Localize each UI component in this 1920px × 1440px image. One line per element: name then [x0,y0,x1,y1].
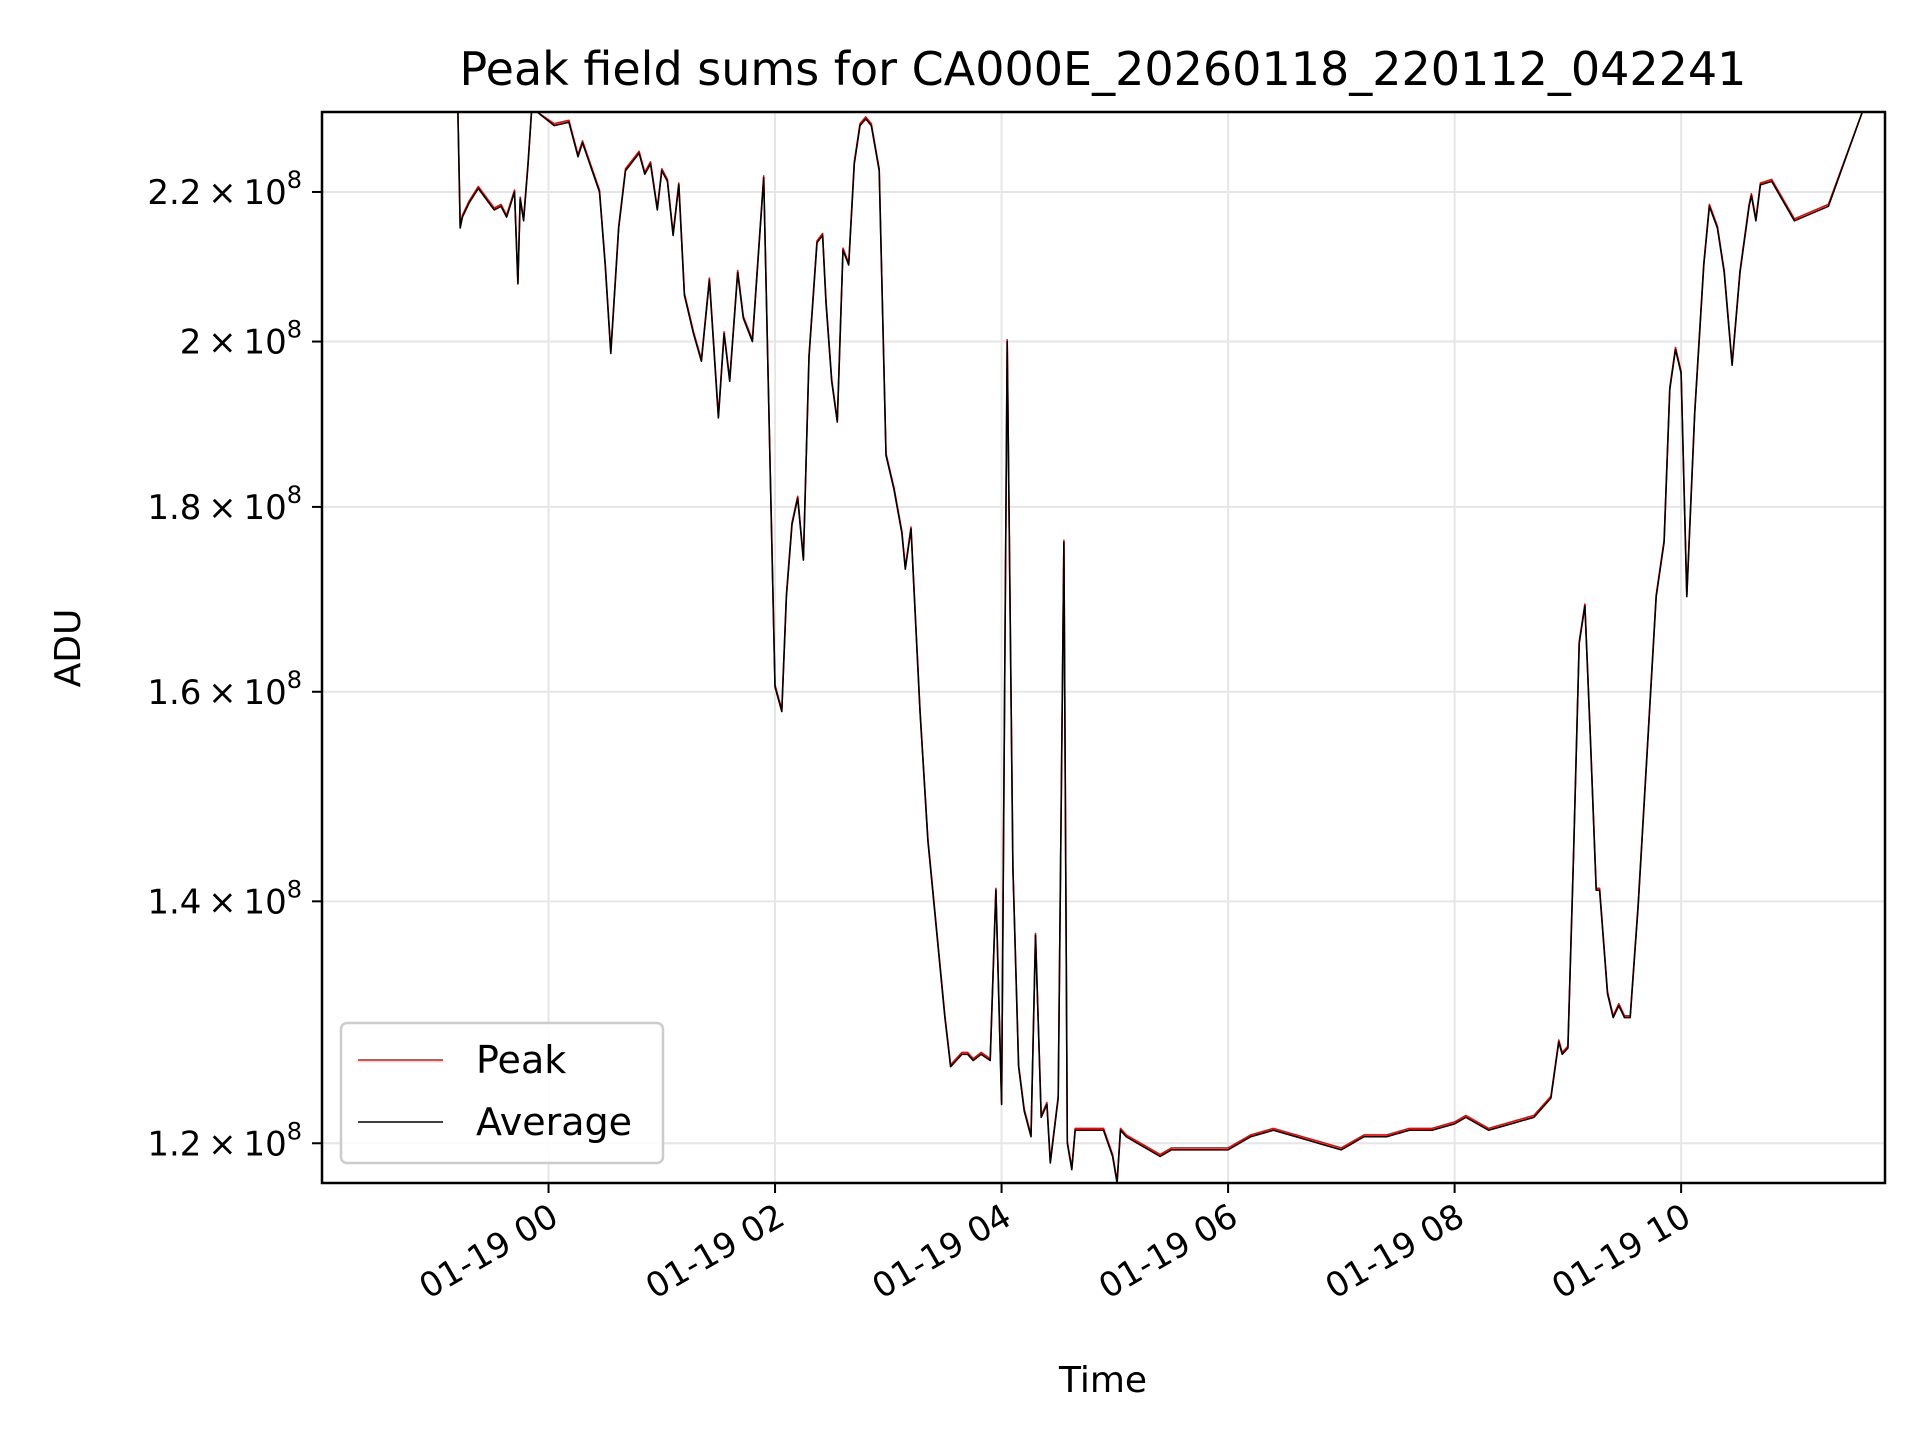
y-tick-label: 2.2 × 108 [147,166,302,213]
legend-label-peak: Peak [476,1038,566,1082]
y-tick-label: 1.6 × 108 [147,666,302,713]
legend: Peak Average [339,1021,665,1165]
legend-box [339,1021,665,1165]
y-tick-mantissa: 1.4 × 10 [147,882,286,922]
y-tick-mantissa: 2.2 × 10 [147,173,286,213]
x-axis-label: Time [1058,1360,1147,1401]
chart-title: Peak field sums for CA000E_20260118_2201… [460,42,1747,96]
y-tick-mantissa: 1.8 × 10 [147,488,286,528]
plot-frame [320,110,1887,1185]
y-tick-exponent: 8 [287,316,302,344]
y-tick-label: 1.2 × 108 [147,1117,302,1164]
y-tick-label: 1.4 × 108 [147,875,302,922]
y-axis-label: ADU [48,609,89,688]
y-tick-exponent: 8 [287,481,302,509]
plot-series [457,111,1885,1184]
grid [322,112,1885,1183]
y-tick-exponent: 8 [287,875,302,903]
y-tick-mantissa: 1.2 × 10 [147,1124,286,1164]
y-tick-exponent: 8 [287,166,302,194]
series-line-average [457,111,1885,1184]
y-tick-label: 1.8 × 108 [147,481,302,528]
y-tick-exponent: 8 [287,666,302,694]
legend-label-average: Average [476,1100,632,1144]
y-tick-mantissa: 1.6 × 10 [147,673,286,713]
y-tick-label: 2 × 108 [180,316,302,363]
y-tick-exponent: 8 [287,1117,302,1145]
y-tick-mantissa: 2 × 10 [180,323,287,363]
